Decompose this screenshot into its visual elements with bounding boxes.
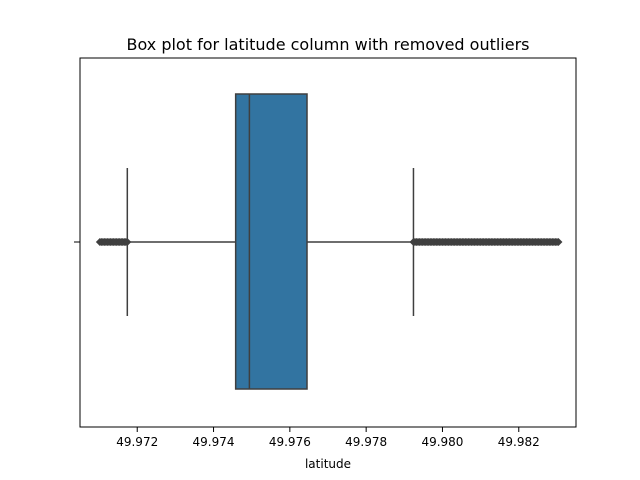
outlier-point [123, 238, 132, 246]
x-tick-label: 49.982 [498, 435, 540, 449]
x-axis-ticks: 49.972 49.974 49.976 49.978 49.980 49.982 [116, 427, 540, 449]
iqr-box [234, 93, 308, 390]
x-tick-label: 49.978 [345, 435, 387, 449]
outlier-point [554, 238, 563, 246]
x-tick-label: 49.980 [421, 435, 463, 449]
chart-title: Box plot for latitude column with remove… [127, 35, 530, 54]
x-tick-label: 49.972 [116, 435, 158, 449]
x-axis-label: latitude [305, 457, 351, 471]
x-tick-label: 49.974 [193, 435, 235, 449]
x-tick-label: 49.976 [269, 435, 311, 449]
plot-elements [95, 93, 563, 390]
